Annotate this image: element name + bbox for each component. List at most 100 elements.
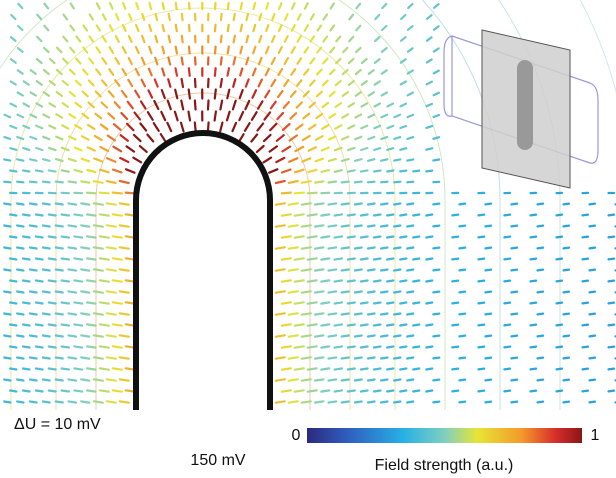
field-dash	[386, 367, 395, 371]
field-dash	[393, 202, 402, 206]
field-dash	[21, 257, 31, 261]
field-dash	[290, 24, 296, 32]
field-dash	[280, 367, 292, 371]
field-dash	[306, 257, 318, 261]
field-dash	[226, 23, 230, 33]
field-dash	[425, 58, 433, 64]
field-dash	[16, 356, 25, 360]
field-dash	[28, 268, 38, 272]
field-dash	[353, 312, 363, 316]
field-dash	[280, 389, 292, 393]
field-dash	[412, 323, 421, 327]
field-dash	[320, 235, 331, 239]
field-dash	[412, 169, 421, 173]
field-dash	[16, 69, 24, 75]
field-dash	[154, 12, 159, 22]
field-dash	[306, 213, 318, 217]
field-dash	[367, 113, 376, 119]
contour	[0, 0, 446, 410]
field-dash	[3, 378, 12, 382]
field-dash	[243, 122, 251, 132]
field-dash	[380, 356, 389, 360]
field-dash	[399, 102, 408, 108]
field-dash	[265, 23, 270, 33]
field-dash	[43, 2, 50, 10]
field-dash	[399, 257, 408, 261]
field-dash	[432, 290, 441, 294]
field-dash	[359, 213, 369, 217]
field-dash	[333, 389, 343, 393]
field-dash	[302, 90, 310, 98]
field-dash	[68, 90, 76, 98]
field-dash	[329, 46, 336, 54]
field-dash	[562, 290, 571, 294]
field-dash	[268, 145, 278, 153]
field-dash	[287, 356, 299, 360]
field-dash	[328, 68, 336, 76]
delta-u-label: ΔU = 10 mV	[14, 416, 101, 433]
field-dash	[393, 334, 402, 338]
field-dash	[353, 334, 363, 338]
field-dash	[73, 367, 84, 371]
field-dash	[34, 301, 44, 305]
field-dash	[281, 145, 292, 153]
field-dash	[80, 400, 91, 404]
field-dash	[93, 134, 103, 142]
field-dash	[353, 180, 363, 184]
field-dash	[306, 345, 318, 349]
field-dash	[16, 46, 24, 54]
field-dash	[113, 101, 121, 109]
field-dash	[283, 35, 289, 43]
field-dash	[9, 301, 18, 305]
field-dash	[41, 356, 51, 360]
field-dash	[359, 301, 369, 305]
field-dash	[274, 334, 286, 338]
field-dash	[341, 113, 350, 119]
field-dash	[73, 323, 84, 327]
field-dash	[28, 378, 38, 382]
field-dash	[60, 389, 71, 393]
field-dash	[348, 13, 355, 21]
field-dash	[67, 312, 78, 316]
field-dash	[477, 345, 486, 349]
field-dash	[432, 312, 441, 316]
field-dash	[100, 101, 109, 109]
field-dash	[477, 301, 486, 305]
field-dash	[67, 290, 78, 294]
field-dash	[354, 135, 363, 141]
field-dash	[82, 46, 89, 54]
field-dash	[386, 169, 395, 173]
field-dash	[180, 77, 185, 89]
field-dash	[180, 34, 184, 44]
field-dash	[60, 213, 71, 217]
field-dash	[399, 80, 407, 86]
field-dash	[510, 400, 519, 404]
field-dash	[380, 69, 388, 75]
field-dash	[62, 35, 69, 43]
field-dash	[34, 323, 44, 327]
field-dash	[529, 301, 538, 305]
field-dash	[41, 400, 51, 404]
field-dash	[193, 121, 197, 133]
field-dash	[92, 312, 104, 316]
field-dash	[108, 68, 115, 76]
field-dash	[219, 77, 223, 89]
field-dash	[281, 122, 291, 131]
field-dash	[263, 111, 272, 121]
field-dash	[294, 145, 305, 153]
field-dash	[393, 378, 402, 382]
field-dash	[432, 202, 441, 206]
field-dash	[309, 13, 315, 21]
field-dash	[381, 24, 388, 32]
field-dash	[9, 213, 18, 217]
field-dash	[180, 12, 184, 22]
field-dash	[373, 169, 382, 173]
field-dash	[105, 378, 117, 382]
field-dash	[92, 224, 104, 228]
field-dash	[60, 367, 71, 371]
field-dash	[54, 246, 64, 250]
field-dash	[17, 24, 24, 32]
field-dash	[95, 68, 102, 76]
field-dash	[112, 145, 123, 153]
field-dash	[67, 202, 78, 206]
